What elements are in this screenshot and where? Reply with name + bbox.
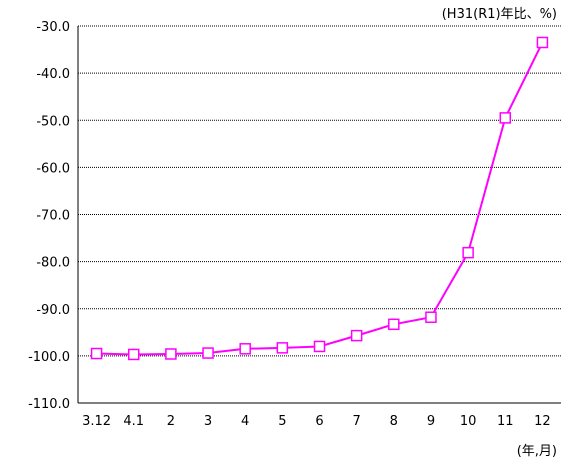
data-point-marker xyxy=(90,347,103,360)
axes xyxy=(77,26,561,404)
x-tick-label: 2 xyxy=(167,414,175,429)
data-point-marker xyxy=(462,246,474,259)
data-point-marker xyxy=(499,112,512,124)
x-tick-label: 6 xyxy=(315,414,323,429)
data-point-marker xyxy=(202,347,214,359)
x-tick-label: 3 xyxy=(204,414,212,429)
data-point-marker xyxy=(425,311,437,323)
x-tick-label: 8 xyxy=(390,414,398,429)
data-point-marker xyxy=(127,348,140,361)
data-point-marker xyxy=(239,343,251,355)
x-tick-label: 11 xyxy=(497,414,514,429)
y-tick-labels: -30.0 -40.0 -50.0 -60.0 -70.0 -80.0 -90.0 -100.… xyxy=(28,20,70,412)
x-tick-label: 7 xyxy=(353,414,361,429)
y-tick-label: -50.0 xyxy=(36,114,70,129)
x-tick-label: 4.1 xyxy=(123,414,144,429)
data-point-marker xyxy=(276,342,289,354)
x-tick-label: 4 xyxy=(241,414,249,429)
unit-label-top: (H31(R1)年比、%) xyxy=(442,7,557,22)
y-tick-label: -40.0 xyxy=(36,67,70,82)
y-tick-label: -110.0 xyxy=(28,397,70,412)
x-tick-label: 5 xyxy=(278,414,286,429)
y-tick-label: -60.0 xyxy=(36,161,70,176)
x-tick-label: 12 xyxy=(534,414,551,429)
data-point-marker xyxy=(313,340,326,353)
x-tick-label: 3.12 xyxy=(82,414,111,429)
series-line xyxy=(96,42,544,356)
x-tick-labels: 3.12 4.1 2 3 4 5 6 7 8 9 10 11 12 xyxy=(82,414,551,429)
y-tick-label: -80.0 xyxy=(36,256,70,271)
grid-lines xyxy=(78,25,561,357)
data-point-marker xyxy=(350,329,363,342)
y-tick-label: -30.0 xyxy=(36,20,70,35)
data-point-marker xyxy=(536,36,549,49)
x-tick-label: 10 xyxy=(460,414,477,429)
y-tick-label: -90.0 xyxy=(36,303,70,318)
y-tick-label: -100.0 xyxy=(28,350,70,365)
unit-label-bottom: (年,月) xyxy=(517,444,557,459)
data-point-marker xyxy=(165,348,177,360)
x-tick-label: 9 xyxy=(427,414,435,429)
y-tick-label: -70.0 xyxy=(36,209,70,224)
data-point-marker xyxy=(388,318,400,331)
series xyxy=(90,36,549,361)
